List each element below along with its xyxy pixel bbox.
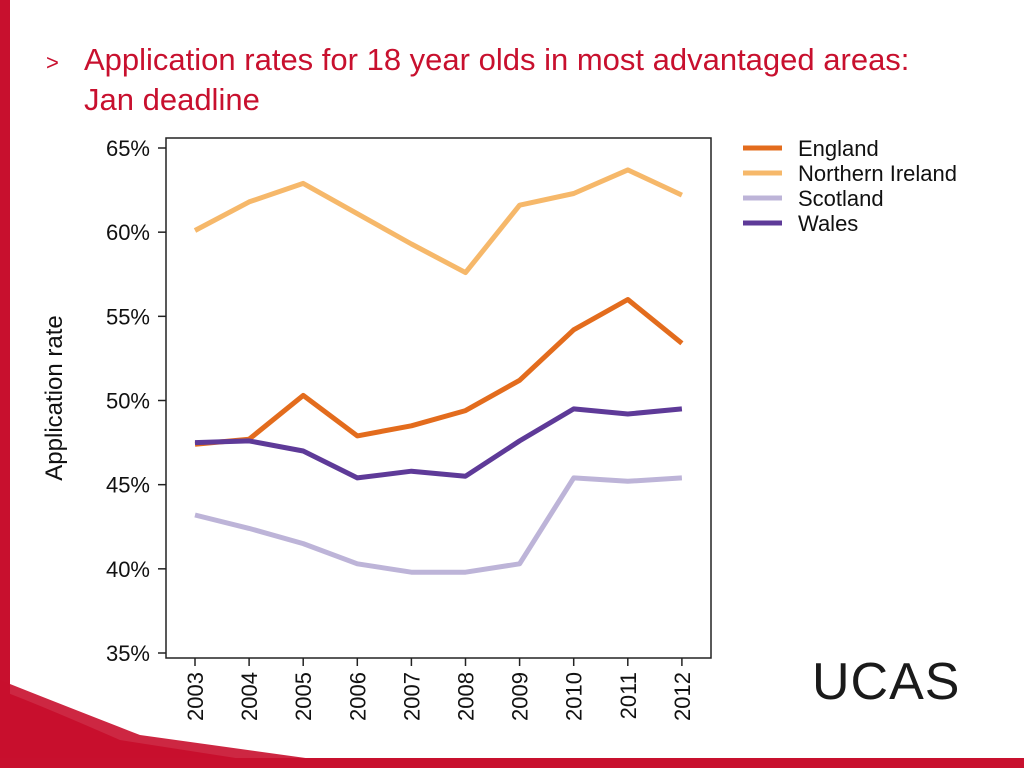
legend-label: Northern Ireland: [798, 161, 957, 186]
series-line-wales: [194, 406, 683, 481]
y-tick-label: 65%: [106, 136, 150, 161]
y-tick-label: 40%: [106, 557, 150, 582]
x-tick-label: 2004: [237, 672, 262, 721]
slide-title: Application rates for 18 year olds in mo…: [84, 42, 910, 117]
y-tick-label: 55%: [106, 304, 150, 329]
legend-label: Wales: [798, 211, 858, 236]
x-tick-label: 2006: [345, 672, 370, 721]
y-tick-label: 35%: [106, 641, 150, 666]
y-tick-label: 60%: [106, 220, 150, 245]
x-axis: 2003 2004 2005 2006 2007 2008 2009 2010 2011 2012: [183, 658, 695, 721]
y-tick-label: 50%: [106, 389, 150, 414]
x-tick-label: 2012: [670, 672, 695, 721]
series-line-scotland: [194, 475, 683, 575]
plot-area: [165, 137, 712, 659]
x-tick-label: 2009: [508, 672, 533, 721]
series-line-northern-ireland: [193, 167, 683, 276]
ucas-logo: UCAS: [812, 653, 961, 711]
legend-label: England: [798, 136, 879, 161]
y-tick-label: 45%: [106, 473, 150, 498]
x-tick-label: 2005: [291, 672, 316, 721]
x-tick-label: 2008: [454, 672, 479, 721]
y-axis: 65% 60% 55% 50% 45% 40% 35%: [106, 136, 166, 666]
x-tick-label: 2003: [183, 672, 208, 721]
x-tick-label: 2011: [616, 672, 641, 719]
x-tick-label: 2010: [562, 672, 587, 721]
series-line-england: [194, 297, 684, 447]
slide-bullet: >: [46, 50, 59, 75]
y-axis-label: Application rate: [41, 315, 68, 480]
x-tick-label: 2007: [399, 672, 424, 721]
legend-label: Scotland: [798, 186, 884, 211]
series-lines: [193, 167, 684, 575]
